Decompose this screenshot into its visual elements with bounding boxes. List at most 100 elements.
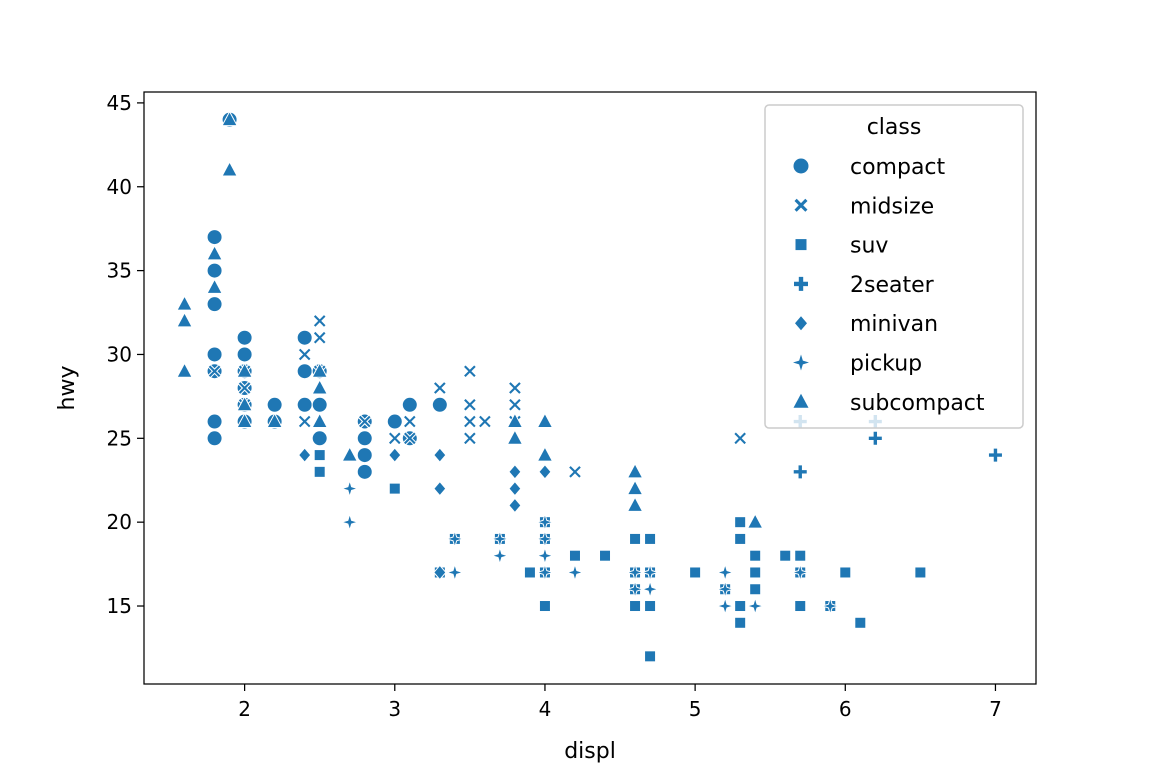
data-point-subcompact bbox=[626, 462, 644, 479]
data-point-suv bbox=[839, 566, 852, 579]
data-point-pickup bbox=[535, 529, 555, 549]
data-point-compact bbox=[356, 430, 373, 447]
data-point-suv bbox=[644, 532, 657, 545]
data-point-subcompact bbox=[176, 295, 193, 311]
data-point-compact bbox=[311, 430, 328, 447]
legend-title: class bbox=[867, 115, 922, 140]
legend-label-pickup: pickup bbox=[850, 352, 922, 377]
data-point-midsize bbox=[312, 330, 327, 345]
data-point-pickup bbox=[490, 529, 510, 549]
data-point-midsize bbox=[477, 414, 493, 429]
data-point-minivan bbox=[433, 564, 447, 581]
legend-marker-subcompact bbox=[793, 393, 809, 408]
x-tick-label: 6 bbox=[839, 697, 852, 721]
data-point-midsize bbox=[507, 380, 523, 396]
data-point-compact bbox=[296, 329, 313, 346]
data-point-subcompact bbox=[206, 244, 223, 261]
data-point-suv bbox=[689, 566, 702, 579]
data-point-midsize bbox=[402, 414, 418, 429]
data-point-subcompact bbox=[206, 278, 223, 294]
data-point-suv bbox=[629, 600, 642, 613]
data-point-compact bbox=[311, 396, 328, 413]
data-point-2seater bbox=[792, 464, 808, 480]
legend-marker-compact bbox=[793, 158, 809, 174]
data-point-subcompact bbox=[176, 311, 193, 328]
data-point-subcompact bbox=[221, 160, 238, 177]
data-point-pickup bbox=[715, 596, 735, 616]
data-point-suv bbox=[734, 600, 747, 613]
data-point-suv bbox=[794, 549, 807, 562]
data-point-midsize bbox=[237, 380, 252, 396]
points-layer bbox=[176, 110, 1003, 663]
data-point-pickup bbox=[715, 579, 735, 599]
data-point-compact bbox=[296, 396, 313, 413]
data-point-compact bbox=[356, 463, 373, 480]
legend-marker-2seater bbox=[794, 276, 808, 291]
data-point-subcompact bbox=[311, 378, 329, 395]
data-point-compact bbox=[206, 346, 223, 363]
data-point-minivan bbox=[508, 480, 522, 497]
data-point-midsize bbox=[402, 431, 418, 446]
data-point-midsize bbox=[507, 397, 523, 412]
data-point-subcompact bbox=[176, 362, 193, 378]
legend-marker-minivan bbox=[795, 316, 807, 331]
data-point-minivan bbox=[508, 464, 522, 480]
data-point-midsize bbox=[357, 414, 372, 429]
x-tick-label: 3 bbox=[388, 697, 401, 721]
data-point-suv bbox=[779, 549, 792, 562]
data-point-subcompact bbox=[746, 513, 764, 529]
data-point-suv bbox=[734, 532, 747, 545]
y-axis-label: hwy bbox=[55, 366, 80, 411]
y-tick-label: 25 bbox=[107, 426, 132, 450]
data-point-suv bbox=[644, 650, 657, 663]
data-point-compact bbox=[206, 413, 223, 430]
data-point-suv bbox=[313, 449, 326, 462]
data-point-midsize bbox=[432, 380, 448, 396]
y-tick-label: 40 bbox=[107, 175, 132, 199]
x-tick-label: 2 bbox=[238, 697, 251, 721]
data-point-suv bbox=[734, 516, 747, 529]
data-point-midsize bbox=[312, 313, 327, 329]
legend-label-compact: compact bbox=[850, 155, 946, 180]
data-point-pickup bbox=[640, 579, 660, 599]
data-point-compact bbox=[206, 262, 223, 279]
data-point-pickup bbox=[339, 478, 360, 499]
x-axis-label: displ bbox=[564, 739, 616, 764]
data-point-suv bbox=[749, 583, 762, 596]
data-point-minivan bbox=[388, 447, 402, 463]
plot-frame bbox=[143, 91, 1037, 685]
data-point-suv bbox=[599, 549, 612, 562]
data-point-suv bbox=[629, 532, 642, 545]
data-point-minivan bbox=[298, 447, 312, 463]
data-point-midsize bbox=[387, 431, 402, 446]
legend-marker-suv bbox=[795, 239, 807, 251]
y-axis: 15 20 25 30 35 40 45 bbox=[107, 91, 144, 618]
data-point-suv bbox=[388, 482, 401, 495]
data-point-suv bbox=[749, 566, 762, 579]
y-tick-label: 35 bbox=[107, 259, 132, 283]
data-point-suv bbox=[568, 549, 581, 562]
legend-label-suv: suv bbox=[850, 234, 888, 259]
data-point-midsize bbox=[297, 347, 312, 362]
y-tick-label: 30 bbox=[107, 342, 132, 366]
data-point-compact bbox=[296, 363, 313, 380]
data-point-compact bbox=[266, 396, 283, 413]
data-point-pickup bbox=[820, 596, 841, 616]
data-point-subcompact bbox=[506, 429, 524, 445]
data-point-subcompact bbox=[236, 395, 253, 412]
data-point-subcompact bbox=[506, 412, 524, 429]
data-point-subcompact bbox=[536, 446, 554, 462]
data-point-suv bbox=[794, 600, 807, 613]
data-point-subcompact bbox=[626, 479, 644, 496]
data-point-compact bbox=[236, 329, 253, 346]
legend-box bbox=[764, 104, 1024, 429]
data-point-pickup bbox=[445, 529, 465, 549]
data-point-2seater bbox=[867, 430, 883, 446]
data-point-pickup bbox=[745, 596, 765, 616]
data-point-compact bbox=[386, 413, 403, 430]
data-point-subcompact bbox=[311, 362, 329, 378]
legend-marker-midsize bbox=[794, 198, 808, 212]
data-point-midsize bbox=[462, 431, 478, 446]
legend: class compact midsize suv 2seater minivan pic… bbox=[764, 104, 1024, 429]
